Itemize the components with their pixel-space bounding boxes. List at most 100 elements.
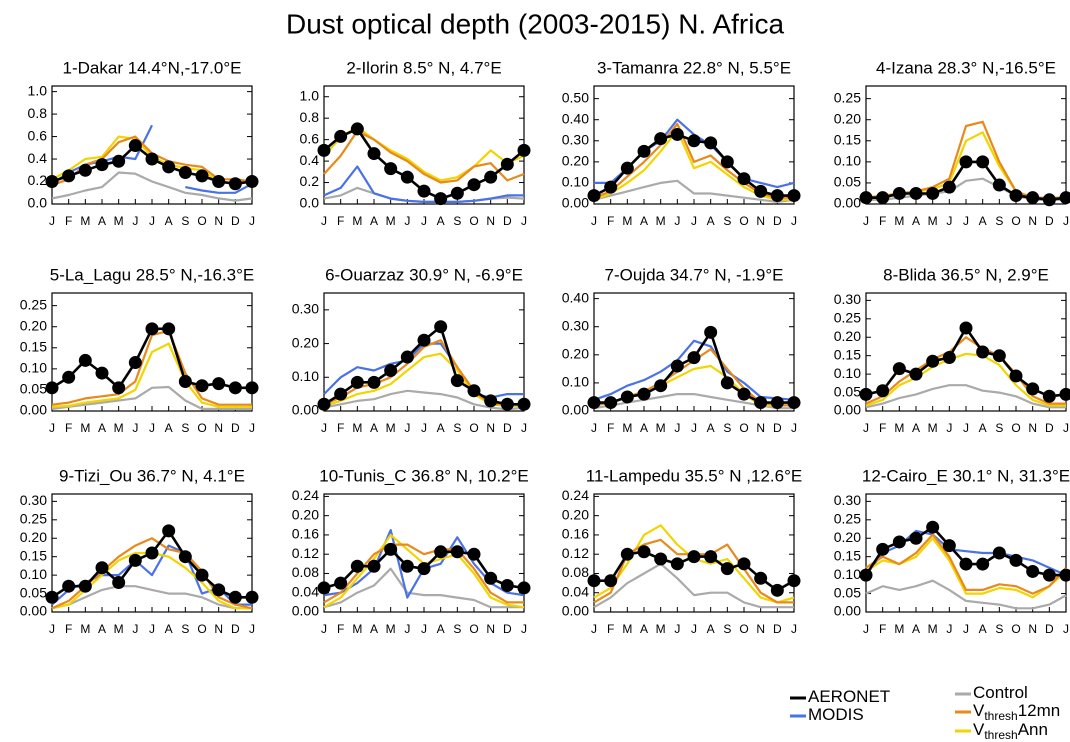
x-tick-label: F — [337, 214, 344, 228]
y-tick-label: 0.04 — [292, 583, 319, 599]
series-marker — [1009, 189, 1023, 203]
series-line — [865, 533, 1067, 595]
x-tick-label: A — [98, 214, 106, 228]
x-tick-label: O — [469, 421, 478, 435]
x-tick-label: J — [132, 622, 138, 636]
series-line — [865, 352, 1066, 407]
series-marker — [467, 178, 481, 192]
series-marker — [112, 576, 126, 589]
series-marker — [587, 189, 601, 203]
x-tick-label: J — [421, 214, 427, 228]
series-marker — [434, 192, 448, 206]
y-tick-label: 0.25 — [834, 310, 861, 326]
series-line — [323, 165, 524, 203]
x-tick-label: A — [370, 622, 378, 636]
series-marker — [959, 321, 973, 335]
series-marker — [892, 362, 906, 376]
x-tick-label: A — [640, 421, 648, 435]
series-marker — [704, 136, 718, 150]
series-marker — [587, 396, 601, 410]
series-marker — [400, 350, 414, 364]
series-marker — [467, 384, 481, 398]
panel: 5-La_Lagu 28.5° N,-16.3°E 0.00 0.05 0.10 0.1… — [20, 265, 259, 435]
y-tick-label: 0.10 — [20, 360, 47, 376]
series-marker — [334, 387, 348, 401]
series-marker — [876, 384, 890, 398]
y-tick-label: 1.0 — [300, 87, 320, 103]
x-tick-label: J — [1063, 421, 1069, 435]
series-marker — [876, 191, 890, 205]
series-marker — [1059, 387, 1070, 401]
x-tick-label: A — [437, 622, 445, 636]
x-tick-label: D — [773, 622, 782, 636]
x-tick-label: F — [65, 421, 72, 435]
series-marker — [859, 191, 873, 205]
series-marker — [637, 545, 651, 559]
y-tick-label: 0.25 — [834, 511, 861, 527]
y-tick-label: 0.15 — [834, 346, 861, 362]
series-marker — [654, 379, 668, 393]
x-tick-label: M — [80, 214, 90, 228]
y-tick-label: 0.6 — [300, 130, 320, 146]
series-marker — [704, 325, 718, 339]
y-tick-label: 0.30 — [292, 301, 319, 317]
legend-name: AERONET — [808, 687, 890, 706]
series-line — [323, 543, 524, 604]
panel: 7-Oujda 34.7° N, -1.9°E 0.00 0.10 0.20 0.30 0… — [562, 265, 801, 435]
y-tick-label: 0.05 — [834, 383, 861, 399]
x-tick-label: M — [622, 214, 632, 228]
series-marker — [384, 542, 398, 556]
series-marker — [992, 178, 1006, 192]
x-tick-label: N — [756, 622, 765, 636]
series-marker — [517, 397, 531, 411]
series-marker — [959, 557, 973, 571]
y-tick-label: 0.05 — [20, 381, 47, 397]
series-marker — [162, 524, 176, 538]
series-marker — [770, 189, 784, 203]
series-marker — [1026, 564, 1040, 578]
series-marker — [128, 553, 142, 567]
series-marker — [787, 189, 801, 203]
y-tick-label: 0.12 — [292, 545, 319, 561]
series-marker — [787, 396, 801, 410]
series-marker — [1059, 568, 1070, 582]
y-tick-label: 0.50 — [562, 89, 589, 105]
series-marker — [384, 364, 398, 378]
series-line — [51, 585, 252, 610]
series-marker — [620, 161, 634, 175]
x-tick-label: J — [521, 214, 527, 228]
y-tick-label: 0.20 — [562, 153, 589, 169]
y-tick-label: 0.25 — [834, 89, 861, 105]
x-tick-label: A — [707, 421, 715, 435]
panel: 9-Tizi_Ou 36.7° N, 4.1°E 0.00 0.05 0.10 0.15… — [20, 466, 259, 636]
series-marker — [670, 359, 684, 373]
x-tick-label: S — [453, 421, 461, 435]
series-marker — [45, 175, 59, 189]
x-tick-label: J — [963, 214, 969, 228]
y-tick-label: 0.15 — [20, 338, 47, 354]
series-marker — [687, 550, 701, 564]
y-tick-label: 0.10 — [834, 153, 861, 169]
x-tick-label: J — [791, 421, 797, 435]
y-tick-label: 0.10 — [834, 566, 861, 582]
series-marker — [95, 561, 109, 575]
x-tick-label: J — [691, 622, 697, 636]
y-tick-label: 0.00 — [20, 603, 47, 619]
x-tick-label: M — [386, 421, 396, 435]
x-tick-label: M — [894, 214, 904, 228]
legend-suffix: Ann — [1018, 720, 1048, 739]
y-tick-label: 0.20 — [20, 317, 47, 333]
series-marker — [670, 127, 684, 141]
x-tick-label: J — [791, 622, 797, 636]
series-marker — [687, 351, 701, 365]
x-tick-label: O — [469, 214, 478, 228]
x-tick-label: A — [707, 214, 715, 228]
series-marker — [1026, 191, 1040, 205]
y-tick-label: 0.30 — [562, 317, 589, 333]
x-tick-label: D — [503, 622, 512, 636]
series-marker — [1026, 382, 1040, 396]
series-marker — [45, 590, 59, 604]
legend-label: AERONET — [808, 687, 890, 706]
y-tick-label: 0.0 — [300, 195, 320, 211]
x-tick-label: J — [249, 421, 255, 435]
